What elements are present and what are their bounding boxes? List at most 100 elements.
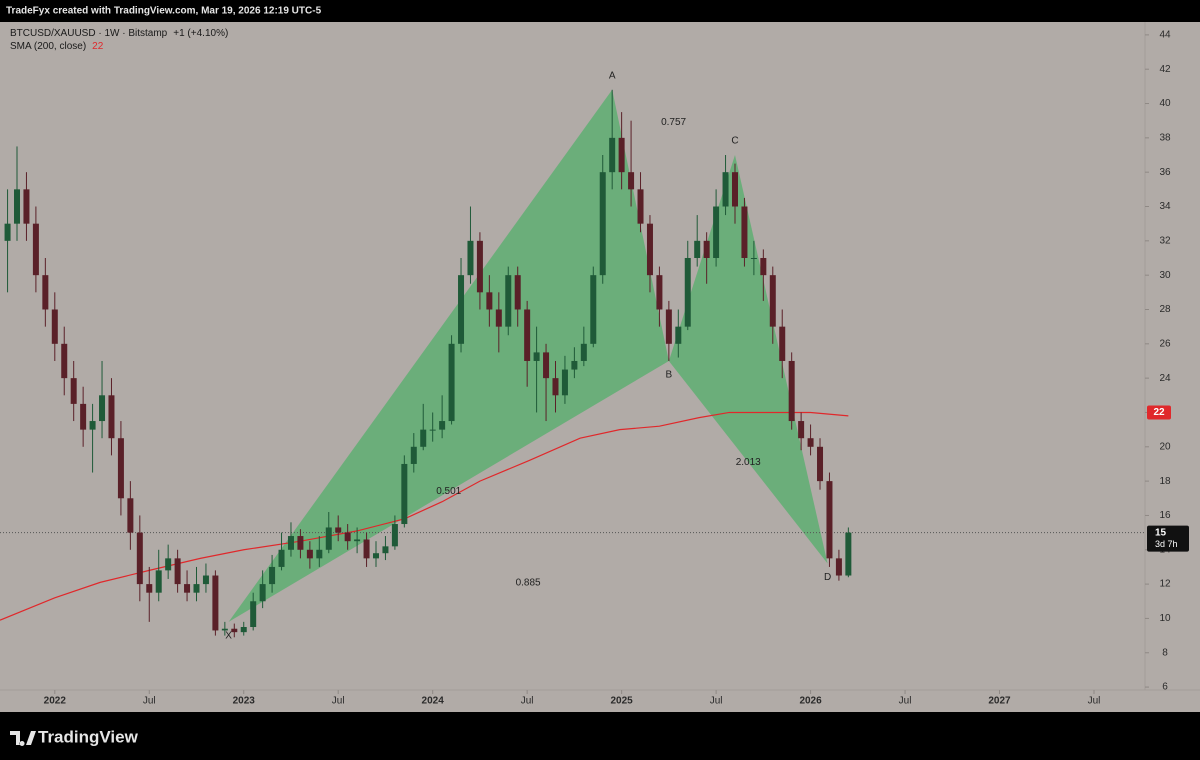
candle-body xyxy=(410,446,417,464)
candle-body xyxy=(240,627,247,633)
candle-body xyxy=(580,343,587,361)
candle-body xyxy=(127,498,134,533)
indicator-name: SMA (200, close) xyxy=(10,41,86,52)
candle-body xyxy=(297,536,304,550)
candle-body xyxy=(231,628,238,633)
symbol: BTCUSD/XAUUSD · 1W · Bitstamp xyxy=(10,28,168,39)
candle-body xyxy=(335,527,342,533)
y-tick-label: 26 xyxy=(1159,338,1171,349)
x-tick-label: Jul xyxy=(1088,696,1101,707)
y-tick-label: 10 xyxy=(1159,613,1171,624)
candle-body xyxy=(703,240,710,258)
candle-body xyxy=(533,352,540,361)
candle-body xyxy=(684,257,691,327)
candle-body xyxy=(278,549,285,567)
candle-body xyxy=(505,275,512,327)
candle-body xyxy=(779,326,786,361)
candle-body xyxy=(845,532,852,576)
candle-body xyxy=(372,553,379,559)
candle-body xyxy=(80,403,87,430)
candle-body xyxy=(165,558,172,571)
candle-body xyxy=(439,421,446,430)
y-tick-label: 34 xyxy=(1159,201,1171,212)
pattern-point-label: B xyxy=(666,370,673,381)
candle-body xyxy=(401,463,408,525)
x-tick-label: 2027 xyxy=(988,696,1011,707)
candle-body xyxy=(524,309,531,361)
candle-body xyxy=(184,584,191,593)
candle-body xyxy=(646,223,653,276)
candle-body xyxy=(269,566,276,585)
candle-body xyxy=(108,395,115,439)
x-tick-label: 2024 xyxy=(422,696,445,707)
candle-body xyxy=(32,223,39,276)
candle-body xyxy=(741,206,748,258)
indicator-legend: SMA (200, close) 22 xyxy=(10,41,104,52)
candle-body xyxy=(731,172,738,207)
candle-body xyxy=(51,309,58,344)
sma-badge xyxy=(1147,405,1171,420)
x-tick-label: Jul xyxy=(521,696,534,707)
candle-body xyxy=(760,257,767,276)
y-tick-label: 38 xyxy=(1159,132,1171,143)
candle-body xyxy=(146,584,153,593)
x-tick-label: Jul xyxy=(332,696,345,707)
candle-body xyxy=(448,343,455,422)
candle-body xyxy=(561,369,568,396)
candle-body xyxy=(486,292,493,310)
y-tick-label: 28 xyxy=(1159,304,1171,315)
candle-body xyxy=(4,223,11,241)
sma-line xyxy=(0,411,849,621)
candle-body xyxy=(61,343,68,379)
candle-body xyxy=(609,137,616,173)
candle-body xyxy=(420,429,427,447)
candle-body xyxy=(344,532,351,542)
candle-body xyxy=(382,546,389,554)
candle-body xyxy=(23,189,30,224)
countdown: 3d 7h xyxy=(1155,539,1178,549)
candle-body xyxy=(798,421,805,439)
candle-body xyxy=(788,360,795,422)
candle-body xyxy=(99,395,106,422)
candle-body xyxy=(325,527,332,550)
pattern-ratio: 0.757 xyxy=(661,117,686,128)
candle-body xyxy=(769,275,776,327)
candle-body xyxy=(599,172,606,276)
candle-body xyxy=(628,172,635,190)
candle-body xyxy=(656,275,663,310)
candle-body xyxy=(807,438,814,447)
candle-body xyxy=(117,438,124,499)
candle-body xyxy=(571,360,578,370)
y-tick-label: 6 xyxy=(1162,682,1168,693)
candle-body xyxy=(675,326,682,344)
pattern-ratio: 2.013 xyxy=(736,457,761,468)
x-tick-label: Jul xyxy=(899,696,912,707)
x-tick-label: 2026 xyxy=(799,696,822,707)
change: +1 (+4.10%) xyxy=(173,28,228,39)
y-tick-label: 32 xyxy=(1159,235,1171,246)
x-tick-label: 2023 xyxy=(233,696,256,707)
candle-body xyxy=(174,558,181,585)
pattern-ratio: 0.885 xyxy=(516,577,541,588)
y-tick-label: 24 xyxy=(1159,373,1171,384)
candle-body xyxy=(363,539,370,559)
brand: TradingView xyxy=(38,727,139,746)
x-tick-label: Jul xyxy=(710,696,723,707)
candle-body xyxy=(221,628,228,631)
pattern-point-label: A xyxy=(609,70,616,81)
price-badge xyxy=(1147,525,1189,552)
candle-body xyxy=(467,240,474,276)
y-tick-label: 12 xyxy=(1159,579,1171,590)
y-tick-label: 40 xyxy=(1159,98,1171,109)
candle-body xyxy=(665,309,672,344)
candle-body xyxy=(514,275,521,310)
candle-body xyxy=(476,240,483,293)
sma-badge-label: 22 xyxy=(1153,407,1165,418)
candle-body xyxy=(429,429,436,431)
x-tick-label: 2025 xyxy=(611,696,634,707)
candle-body xyxy=(306,549,313,559)
candle-body xyxy=(136,532,143,585)
indicator-value: 22 xyxy=(92,41,104,52)
x-tick-label: 2022 xyxy=(44,696,67,707)
